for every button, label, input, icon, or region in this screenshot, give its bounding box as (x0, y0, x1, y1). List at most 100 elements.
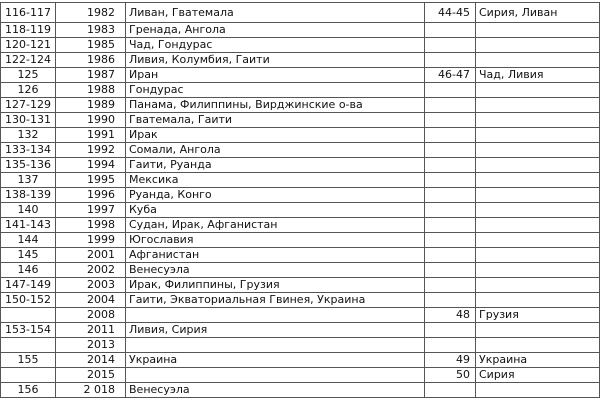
number-range-2-cell[interactable]: 44-45 (424, 2, 476, 23)
countries-2-cell[interactable] (475, 97, 600, 113)
number-range-2-cell[interactable]: 49 (424, 352, 476, 368)
number-range-cell[interactable] (0, 337, 56, 353)
number-range-cell[interactable]: 146 (0, 262, 56, 278)
year-cell[interactable]: 1998 (55, 217, 126, 233)
number-range-cell[interactable] (0, 307, 56, 323)
countries-2-cell[interactable] (475, 217, 600, 233)
number-range-cell[interactable]: 144 (0, 232, 56, 248)
number-range-cell[interactable] (0, 367, 56, 383)
countries-2-cell[interactable] (475, 52, 600, 68)
countries-cell[interactable]: Гаити, Экваториальная Гвинея, Украина (125, 292, 425, 308)
year-cell[interactable]: 1989 (55, 97, 126, 113)
countries-cell[interactable]: Панама, Филиппины, Вирджинские о-ва (125, 97, 425, 113)
year-cell[interactable]: 1988 (55, 82, 126, 98)
number-range-cell[interactable]: 130-131 (0, 112, 56, 128)
number-range-cell[interactable]: 125 (0, 67, 56, 83)
number-range-2-cell[interactable] (424, 262, 476, 278)
countries-2-cell[interactable] (475, 37, 600, 53)
number-range-cell[interactable]: 133-134 (0, 142, 56, 158)
number-range-2-cell[interactable] (424, 37, 476, 53)
countries-2-cell[interactable] (475, 337, 600, 353)
number-range-cell[interactable]: 150-152 (0, 292, 56, 308)
number-range-cell[interactable]: 137 (0, 172, 56, 188)
countries-2-cell[interactable] (475, 127, 600, 143)
number-range-cell[interactable]: 122-124 (0, 52, 56, 68)
year-cell[interactable]: 1983 (55, 22, 126, 38)
countries-2-cell[interactable] (475, 247, 600, 263)
countries-cell[interactable]: Украина (125, 352, 425, 368)
year-cell[interactable]: 1999 (55, 232, 126, 248)
number-range-2-cell[interactable] (424, 157, 476, 173)
year-cell[interactable]: 2008 (55, 307, 126, 323)
countries-2-cell[interactable] (475, 277, 600, 293)
countries-cell[interactable] (125, 337, 425, 353)
countries-cell[interactable]: Гренада, Ангола (125, 22, 425, 38)
countries-cell[interactable]: Ливия, Колумбия, Гаити (125, 52, 425, 68)
year-cell[interactable]: 1996 (55, 187, 126, 203)
number-range-cell[interactable]: 135-136 (0, 157, 56, 173)
countries-cell[interactable] (125, 307, 425, 323)
number-range-cell[interactable]: 156 (0, 382, 56, 398)
countries-2-cell[interactable] (475, 157, 600, 173)
number-range-2-cell[interactable] (424, 112, 476, 128)
year-cell[interactable]: 1982 (55, 2, 126, 23)
year-cell[interactable]: 2004 (55, 292, 126, 308)
countries-cell[interactable]: Руанда, Конго (125, 187, 425, 203)
countries-2-cell[interactable] (475, 262, 600, 278)
countries-2-cell[interactable] (475, 322, 600, 338)
year-cell[interactable]: 2014 (55, 352, 126, 368)
number-range-cell[interactable]: 127-129 (0, 97, 56, 113)
year-cell[interactable]: 1995 (55, 172, 126, 188)
number-range-2-cell[interactable] (424, 22, 476, 38)
number-range-cell[interactable]: 116-117 (0, 2, 56, 23)
countries-cell[interactable]: Чад, Гондурас (125, 37, 425, 53)
countries-cell[interactable]: Ливан, Гватемала (125, 2, 425, 23)
number-range-cell[interactable]: 147-149 (0, 277, 56, 293)
number-range-2-cell[interactable] (424, 97, 476, 113)
number-range-cell[interactable]: 118-119 (0, 22, 56, 38)
countries-cell[interactable]: Гватемала, Гаити (125, 112, 425, 128)
number-range-2-cell[interactable] (424, 277, 476, 293)
number-range-2-cell[interactable]: 48 (424, 307, 476, 323)
year-cell[interactable]: 2013 (55, 337, 126, 353)
countries-cell[interactable]: Ливия, Сирия (125, 322, 425, 338)
countries-2-cell[interactable] (475, 112, 600, 128)
number-range-2-cell[interactable] (424, 52, 476, 68)
countries-2-cell[interactable]: Грузия (475, 307, 600, 323)
countries-cell[interactable]: Ирак, Филиппины, Грузия (125, 277, 425, 293)
year-cell[interactable]: 1985 (55, 37, 126, 53)
countries-2-cell[interactable]: Сирия (475, 367, 600, 383)
number-range-2-cell[interactable] (424, 127, 476, 143)
year-cell[interactable]: 2015 (55, 367, 126, 383)
countries-cell[interactable]: Сомали, Ангола (125, 142, 425, 158)
year-cell[interactable]: 1991 (55, 127, 126, 143)
countries-2-cell[interactable] (475, 142, 600, 158)
number-range-cell[interactable]: 138-139 (0, 187, 56, 203)
countries-cell[interactable]: Гаити, Руанда (125, 157, 425, 173)
countries-cell[interactable]: Венесуэла (125, 382, 425, 398)
year-cell[interactable]: 1997 (55, 202, 126, 218)
number-range-2-cell[interactable]: 50 (424, 367, 476, 383)
countries-2-cell[interactable]: Сирия, Ливан (475, 2, 600, 23)
countries-cell[interactable]: Куба (125, 202, 425, 218)
year-cell[interactable]: 1986 (55, 52, 126, 68)
countries-2-cell[interactable]: Чад, Ливия (475, 67, 600, 83)
number-range-cell[interactable]: 155 (0, 352, 56, 368)
number-range-2-cell[interactable] (424, 292, 476, 308)
countries-2-cell[interactable] (475, 187, 600, 203)
number-range-2-cell[interactable] (424, 187, 476, 203)
number-range-2-cell[interactable] (424, 142, 476, 158)
year-cell[interactable]: 2 018 (55, 382, 126, 398)
countries-2-cell[interactable] (475, 22, 600, 38)
countries-2-cell[interactable] (475, 82, 600, 98)
year-cell[interactable]: 1992 (55, 142, 126, 158)
countries-cell[interactable]: Ирак (125, 127, 425, 143)
countries-2-cell[interactable] (475, 382, 600, 398)
countries-cell[interactable]: Судан, Ирак, Афганистан (125, 217, 425, 233)
countries-cell[interactable]: Иран (125, 67, 425, 83)
number-range-2-cell[interactable] (424, 382, 476, 398)
year-cell[interactable]: 1987 (55, 67, 126, 83)
year-cell[interactable]: 2002 (55, 262, 126, 278)
number-range-cell[interactable]: 132 (0, 127, 56, 143)
countries-2-cell[interactable] (475, 172, 600, 188)
